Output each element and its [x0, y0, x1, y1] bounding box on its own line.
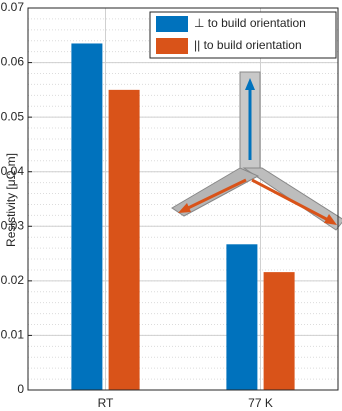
legend-label: || to build orientation	[194, 38, 302, 52]
bar	[263, 272, 295, 390]
y-tick-label: 0.02	[1, 273, 25, 287]
y-tick-label: 0.03	[1, 218, 25, 232]
legend-swatch	[156, 38, 188, 54]
y-tick-label: 0	[17, 382, 24, 396]
y-tick-label: 0.04	[1, 164, 25, 178]
inset-photo	[171, 71, 342, 231]
x-tick-label: 77 K	[248, 396, 273, 410]
y-tick-label: 0.06	[1, 55, 25, 69]
y-tick-label: 0.01	[1, 328, 25, 342]
legend-label: ⊥ to build orientation	[194, 16, 306, 30]
y-axis-label: Resistivity [μΩ·m]	[4, 153, 18, 247]
y-tick-label: 0.07	[1, 0, 25, 14]
y-tick-label: 0.05	[1, 109, 25, 123]
legend-swatch	[156, 16, 188, 32]
axes-box	[27, 7, 339, 391]
bar	[108, 89, 140, 390]
bar	[71, 43, 103, 390]
x-tick-label: RT	[98, 396, 114, 410]
bar	[226, 244, 258, 390]
